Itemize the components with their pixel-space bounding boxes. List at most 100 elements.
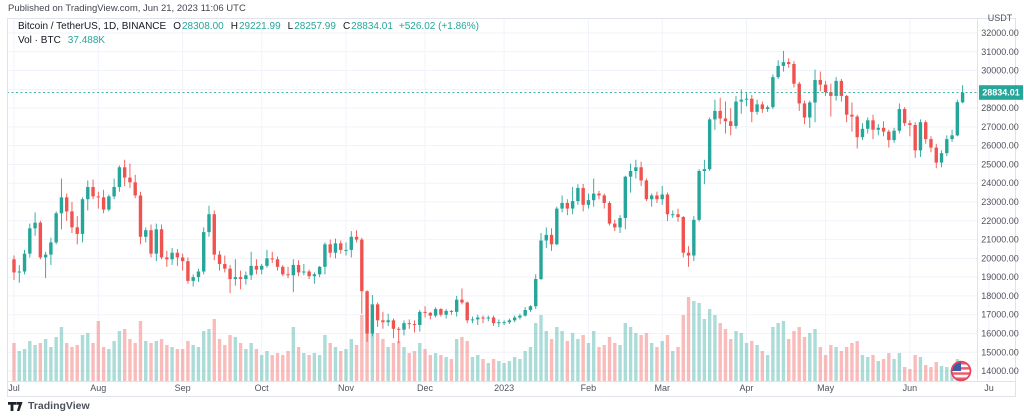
volume-bar xyxy=(407,353,411,381)
time-axis-label[interactable]: Ju xyxy=(984,383,994,393)
candle-body xyxy=(128,177,132,183)
chart-plot-area[interactable] xyxy=(7,18,977,381)
price-axis-label[interactable]: 25000.00 xyxy=(981,160,1019,170)
widget-border xyxy=(7,18,1016,397)
price-axis-label[interactable]: 27000.00 xyxy=(981,122,1019,132)
candle-body xyxy=(855,116,859,138)
time-axis-label[interactable]: Aug xyxy=(90,383,106,393)
candle-body xyxy=(96,196,101,198)
price-axis-label[interactable]: 19000.00 xyxy=(981,272,1019,282)
attribution-text[interactable]: TradingView xyxy=(28,400,90,412)
time-axis-label[interactable]: Jun xyxy=(903,383,918,393)
price-axis-label[interactable]: 18000.00 xyxy=(981,291,1019,301)
candle-body xyxy=(49,242,53,255)
candle-body xyxy=(91,187,95,197)
candle-body xyxy=(254,265,259,270)
volume-bar xyxy=(613,343,617,381)
volume-bar xyxy=(328,343,332,381)
volume-bar xyxy=(43,339,48,381)
time-axis-label[interactable]: 2023 xyxy=(494,383,514,393)
symbol-title[interactable]: Bitcoin / TetherUS, 1D, BINANCE xyxy=(18,21,167,32)
candle-body xyxy=(59,197,64,214)
price-axis-label[interactable]: 20000.00 xyxy=(981,253,1019,263)
candle-body xyxy=(860,128,865,138)
volume-bar xyxy=(723,329,728,381)
price-axis-label[interactable]: 24000.00 xyxy=(981,178,1019,188)
candle-body xyxy=(412,324,417,326)
candle-body xyxy=(739,99,743,102)
price-axis-label[interactable]: 14000.00 xyxy=(981,366,1019,376)
candle-body xyxy=(786,62,791,64)
candle-body xyxy=(871,120,875,130)
volume-bar xyxy=(844,347,849,381)
volume-bar xyxy=(70,347,74,381)
price-axis-label[interactable]: 31000.00 xyxy=(981,47,1019,57)
candle-body xyxy=(929,139,933,148)
volume-bar xyxy=(354,345,359,381)
volume-bar xyxy=(707,309,712,381)
attribution: TradingView xyxy=(8,400,90,412)
volume-bar xyxy=(576,339,580,381)
candle-body xyxy=(370,304,375,334)
volume-bar xyxy=(101,347,106,381)
candle-body xyxy=(223,263,227,269)
price-axis-label[interactable]: 32000.00 xyxy=(981,28,1019,38)
open-value: 28308.00 xyxy=(181,21,224,32)
price-axis[interactable]: USDT32000.0031000.0030000.0029000.002800… xyxy=(979,13,1023,376)
candle-body xyxy=(259,265,264,270)
volume-bar xyxy=(639,335,643,381)
volume-bar xyxy=(518,359,522,381)
candle-body xyxy=(428,312,433,316)
candle-body xyxy=(586,200,591,205)
candle-body xyxy=(265,258,269,266)
time-axis[interactable]: Jul Aug Sep Oct Nov Dec 2023 Feb Mar Apr May Jun Ju xyxy=(8,383,993,393)
time-axis-label[interactable]: Feb xyxy=(581,383,597,393)
volume-bar xyxy=(581,335,585,381)
volume-bar xyxy=(28,341,32,381)
time-axis-label[interactable]: Apr xyxy=(740,383,754,393)
volume-label[interactable]: Vol · BTC xyxy=(18,35,61,46)
candle-body xyxy=(323,244,327,267)
time-axis-label[interactable]: May xyxy=(817,383,835,393)
candle-body xyxy=(576,187,580,202)
candle-body xyxy=(707,119,712,170)
volume-bar xyxy=(228,335,232,381)
price-axis-label[interactable]: 16000.00 xyxy=(981,329,1019,339)
candle-body xyxy=(317,266,322,275)
time-axis-label[interactable]: Jul xyxy=(8,383,20,393)
candle-body xyxy=(375,304,380,321)
volume-value: 37.488K xyxy=(67,35,106,46)
candle-body xyxy=(760,104,765,110)
price-axis-label[interactable]: 28000.00 xyxy=(981,103,1019,113)
volume-bar xyxy=(17,351,21,381)
volume-bar xyxy=(165,345,169,381)
candle-body xyxy=(344,249,348,251)
candle-body xyxy=(107,196,111,210)
price-axis-label[interactable]: 15000.00 xyxy=(981,347,1019,357)
volume-bar xyxy=(481,359,485,381)
time-axis-label[interactable]: Mar xyxy=(654,383,670,393)
volume-bar xyxy=(254,349,259,381)
price-axis-label[interactable]: 21000.00 xyxy=(981,235,1019,245)
volume-bar xyxy=(96,321,101,381)
price-axis-label[interactable]: 26000.00 xyxy=(981,141,1019,151)
volume-bar xyxy=(154,341,158,381)
volume-bar xyxy=(897,353,902,381)
time-axis-label[interactable]: Nov xyxy=(338,383,355,393)
candle-body xyxy=(655,195,659,200)
price-axis-label[interactable]: 17000.00 xyxy=(981,310,1019,320)
volume-bar xyxy=(918,357,923,381)
volume-bar xyxy=(454,339,459,381)
candle-body xyxy=(939,153,944,163)
price-axis-label[interactable]: 30000.00 xyxy=(981,66,1019,76)
time-axis-label[interactable]: Dec xyxy=(417,383,434,393)
tradingview-logo-icon[interactable] xyxy=(8,401,23,411)
price-axis-label[interactable]: 22000.00 xyxy=(981,216,1019,226)
time-axis-label[interactable]: Oct xyxy=(255,383,270,393)
candle-body xyxy=(217,254,222,264)
volume-bar xyxy=(91,343,95,381)
volume-bar xyxy=(122,329,127,381)
price-axis-label[interactable]: 23000.00 xyxy=(981,197,1019,207)
time-axis-label[interactable]: Sep xyxy=(175,383,191,393)
